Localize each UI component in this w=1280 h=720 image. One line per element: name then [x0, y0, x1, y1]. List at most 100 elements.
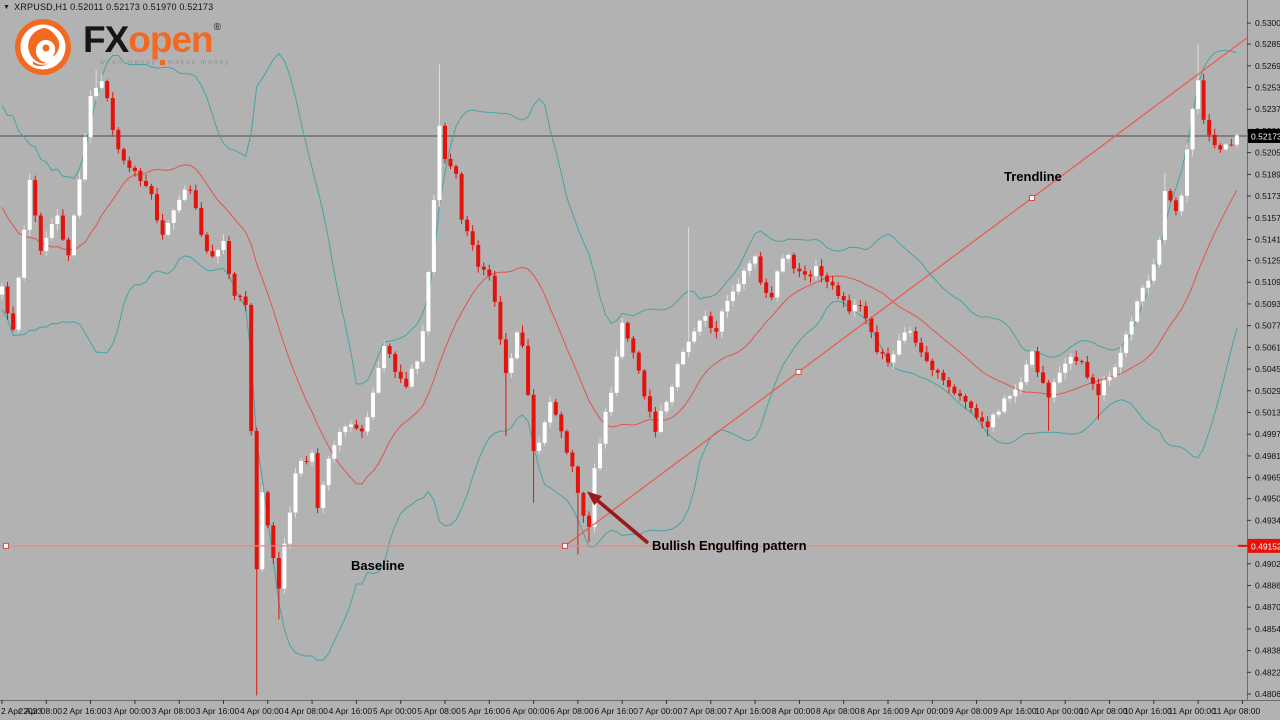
candle-body [1207, 119, 1212, 135]
candle-body [1162, 191, 1167, 240]
candle-body [747, 263, 752, 271]
candle-body [515, 332, 519, 359]
candle-body [675, 364, 680, 387]
candle-body [238, 295, 243, 297]
candle-body [177, 199, 182, 211]
candle-body [603, 411, 608, 444]
symbol-ohlc-text: XRPUSD,H1 0.52011 0.52173 0.51970 0.5217… [14, 2, 214, 12]
time-tick-label: 5 Apr 08:00 [417, 706, 461, 716]
candle-body [33, 180, 38, 216]
candle-body [304, 461, 309, 462]
candle-body [919, 342, 924, 353]
time-tick-label: 9 Apr 00:00 [905, 706, 949, 716]
trendline-anchor-mid[interactable] [795, 368, 802, 375]
baseline-text-label[interactable]: Baseline [351, 558, 405, 573]
candle-body [182, 189, 187, 200]
time-tick-label: 10 Apr 08:00 [1079, 706, 1127, 716]
candle-body [420, 331, 425, 362]
candle-body [869, 318, 874, 333]
candle-body [1129, 321, 1134, 335]
candle-body [725, 300, 730, 312]
candle-body [1085, 362, 1090, 378]
trendline-anchor-start[interactable] [562, 542, 568, 549]
candle-body [487, 269, 492, 276]
candle-body [1024, 364, 1029, 383]
symbol-dropdown-icon[interactable]: ▼ [3, 4, 11, 11]
baseline-anchor[interactable] [3, 542, 9, 549]
candle-body [1096, 383, 1101, 396]
candle-body [110, 98, 115, 130]
candle-body [160, 220, 165, 235]
candle-body [825, 275, 830, 282]
bullish-engulfing-text-label[interactable]: Bullish Engulfing pattern [652, 538, 807, 553]
time-tick-label: 2 Apr 08:00 [19, 706, 63, 716]
candle-body [1185, 149, 1189, 196]
candle-body [415, 361, 420, 369]
candle-body [653, 411, 658, 432]
trendline-text-label[interactable]: Trendline [1004, 169, 1062, 184]
candle-body [11, 313, 16, 330]
candle-body [719, 311, 724, 332]
price-tick-label: 0.50135 [1255, 407, 1280, 417]
candle-body [132, 167, 137, 171]
candle-body [1212, 134, 1217, 146]
candle-body [293, 473, 298, 513]
bullish-engulfing-arrow-icon[interactable] [586, 491, 650, 545]
candle-body [1007, 396, 1012, 399]
price-tick-label: 0.51095 [1255, 277, 1280, 287]
time-tick-label: 3 Apr 08:00 [151, 706, 195, 716]
candle-body [354, 424, 359, 429]
candle-body [742, 270, 746, 284]
current-price-label-bg [1248, 128, 1280, 143]
candle-body [1063, 363, 1068, 373]
candle-body [310, 453, 315, 462]
time-tick-label: 6 Apr 16:00 [594, 706, 638, 716]
candle-body [409, 368, 414, 387]
candle-body [348, 424, 353, 427]
fxopen-logo-icon [15, 19, 71, 75]
time-tick-label: 3 Apr 00:00 [107, 706, 151, 716]
candlestick-series[interactable] [0, 44, 1239, 696]
candle-body [99, 81, 104, 88]
candle-body [66, 239, 71, 256]
candle-body [77, 179, 82, 216]
candle-body [946, 380, 951, 387]
candle-body [1190, 109, 1195, 150]
time-tick-label: 6 Apr 08:00 [550, 706, 594, 716]
time-tick-label: 7 Apr 08:00 [683, 706, 727, 716]
price-axis[interactable]: 0.530050.528500.526900.525300.523700.522… [1247, 18, 1280, 699]
fxopen-wordmark: FXopen® [83, 19, 221, 60]
candle-body [836, 285, 841, 296]
candle-body [227, 241, 231, 274]
current-price-label: 0.52173 [1248, 128, 1280, 143]
drawn-objects[interactable] [0, 37, 1248, 549]
candle-body [16, 277, 21, 330]
time-tick-label: 6 Apr 00:00 [506, 706, 550, 716]
candle-body [49, 224, 54, 238]
candle-body [852, 305, 857, 312]
time-tick-label: 8 Apr 16:00 [860, 706, 904, 716]
time-tick-label: 2 Apr 2023 [1, 706, 42, 716]
candle-body [769, 293, 774, 298]
candle-body [166, 223, 171, 235]
candle-body [537, 442, 542, 451]
candle-body [830, 281, 835, 286]
bollinger-middle-line [1, 164, 1238, 485]
candle-body [254, 430, 259, 570]
candle-body [1201, 80, 1206, 120]
candle-body [625, 322, 630, 339]
fxopen-logo: FXopen® when money makes money [13, 15, 243, 75]
trendline-anchor-end[interactable] [1029, 194, 1035, 201]
candle-body [664, 402, 669, 412]
candle-body [1113, 367, 1117, 377]
candle-body [1079, 361, 1084, 362]
candle-body [1068, 356, 1073, 364]
trendline-line[interactable] [564, 37, 1248, 547]
